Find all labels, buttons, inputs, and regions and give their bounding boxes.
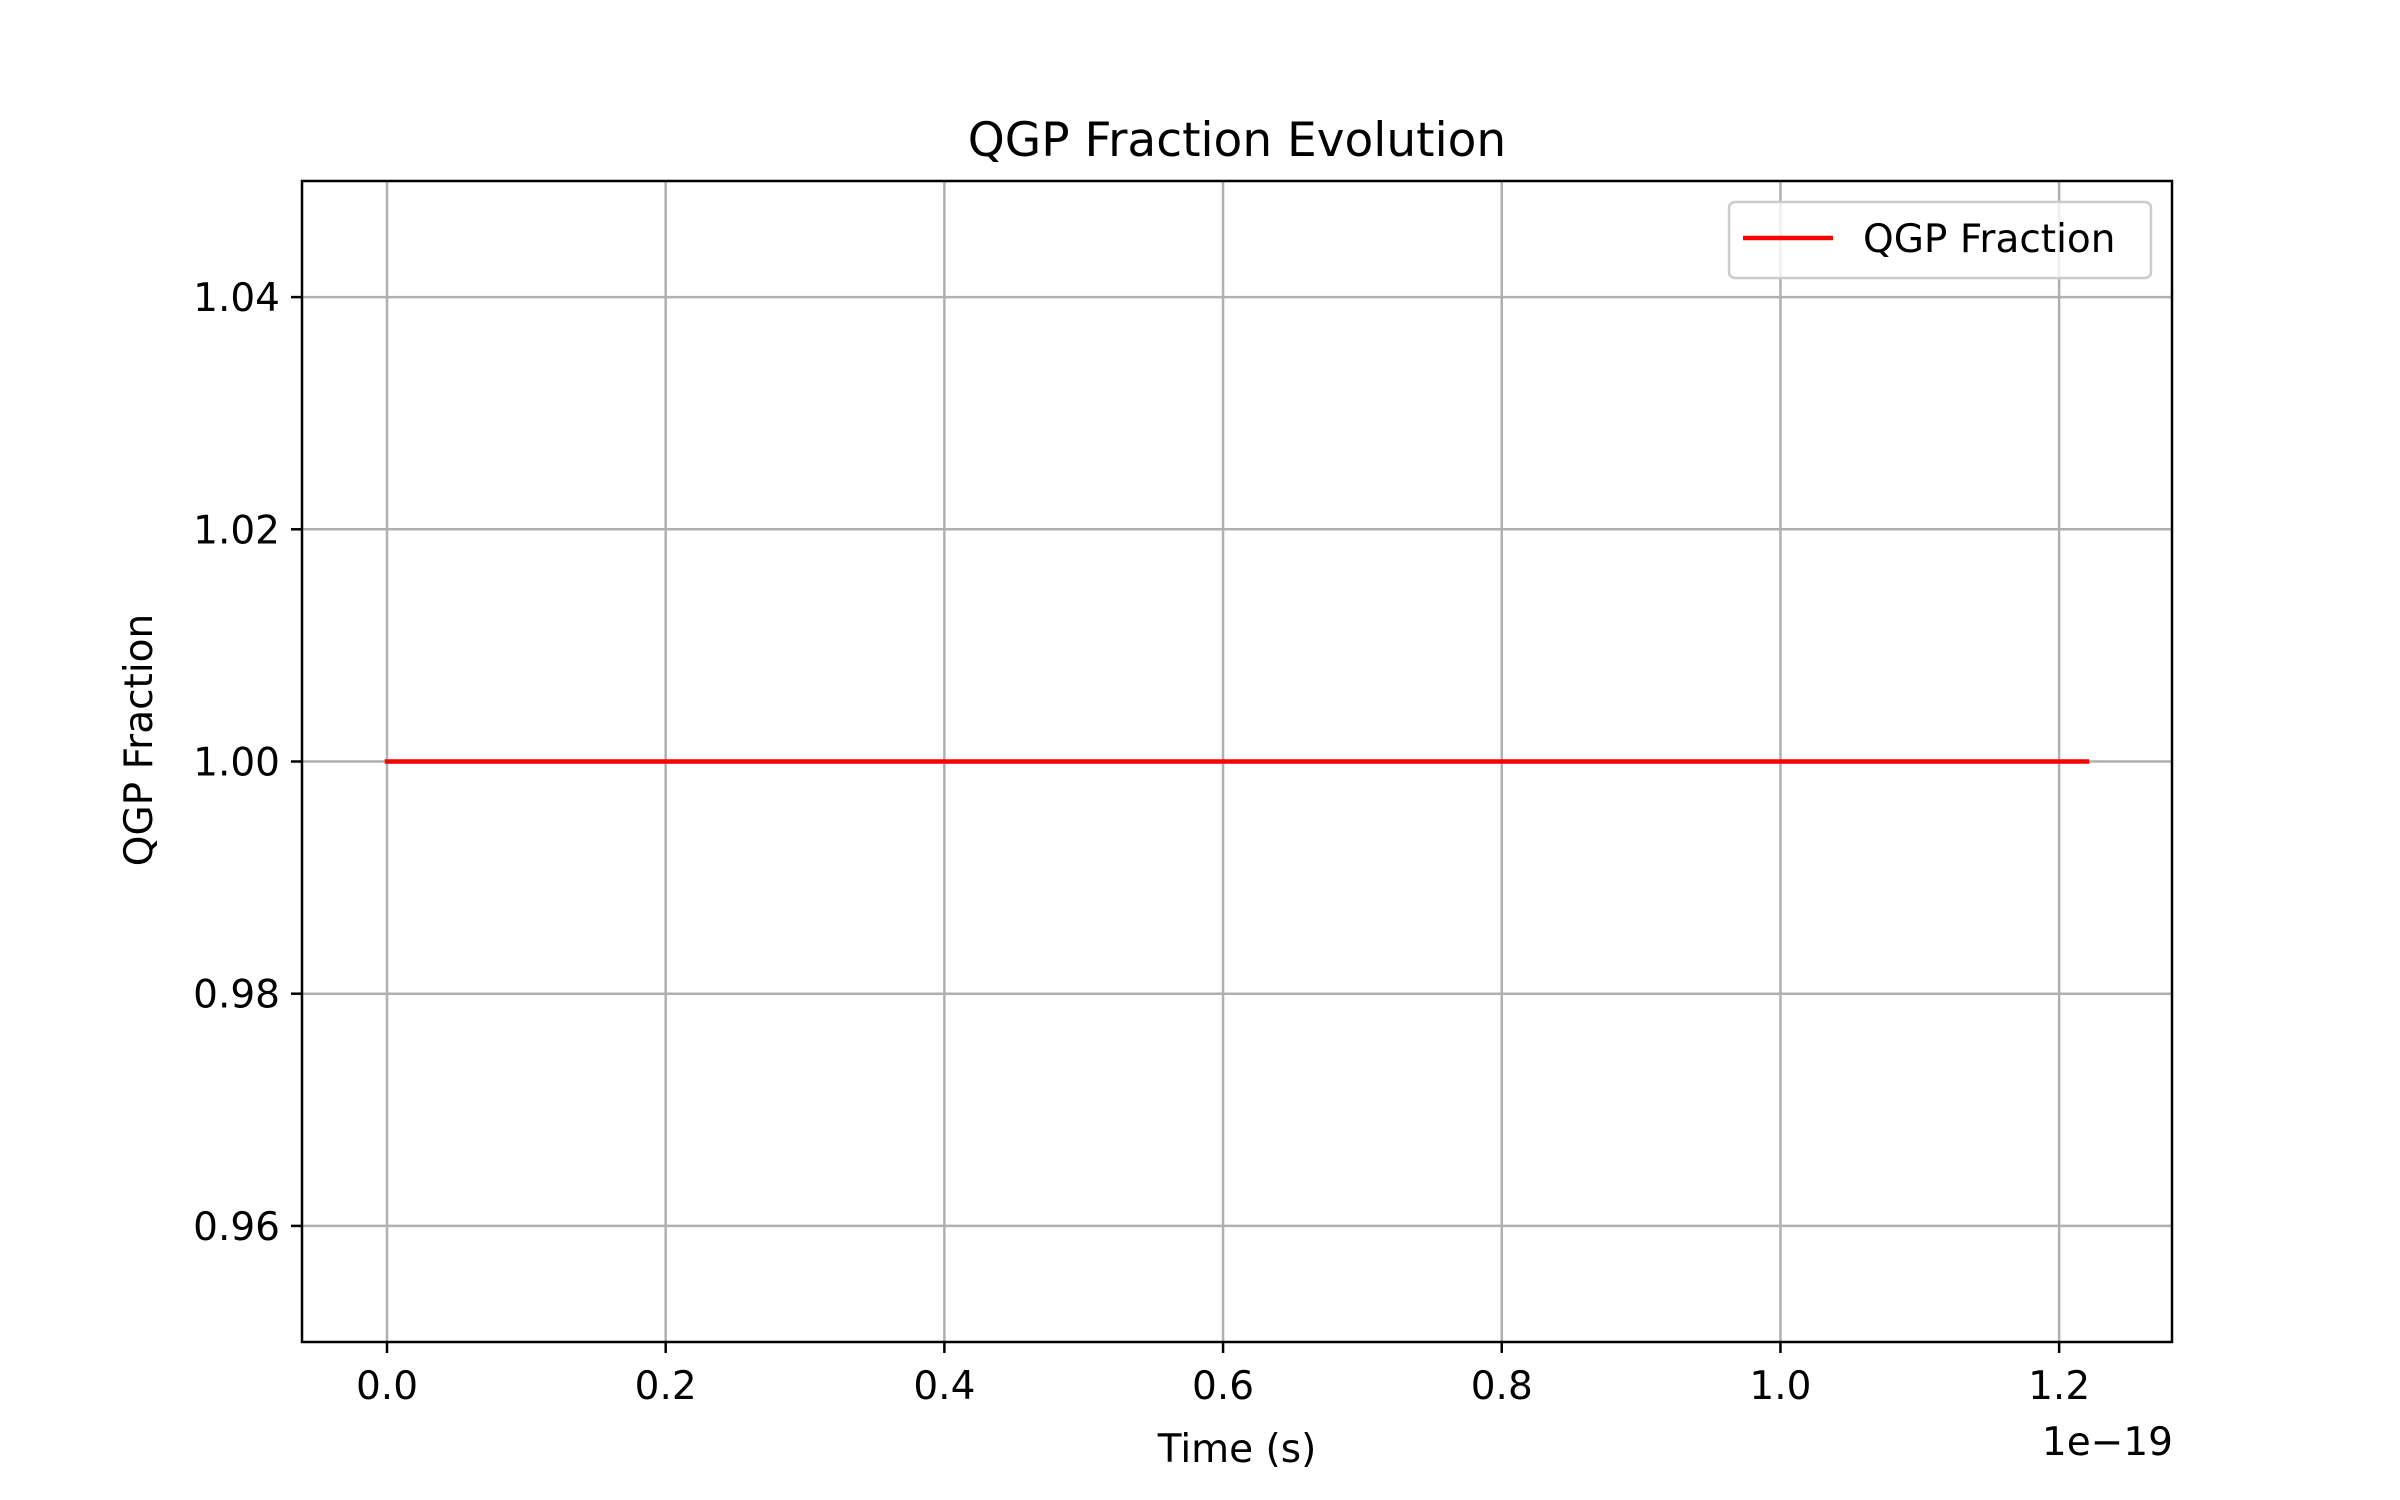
x-tick-label: 0.8 [1471,1364,1533,1409]
x-tick-label: 1.2 [2028,1364,2090,1409]
x-axis-offset-text: 1e−19 [2042,1420,2173,1465]
y-tick-label: 1.00 [193,741,280,786]
chart-title: QGP Fraction Evolution [968,113,1506,168]
y-tick-label: 0.98 [193,973,280,1018]
x-tick-label: 0.6 [1192,1364,1254,1409]
x-tick-label: 0.0 [356,1364,418,1409]
y-tick-label: 1.02 [193,508,280,553]
legend-box [1727,200,2153,280]
y-tick-label: 0.96 [193,1205,280,1250]
y-axis: 0.96 0.98 1.00 1.02 1.04 [193,276,302,1250]
x-axis-label: Time (s) [1157,1427,1317,1472]
legend: QGP Fraction [1727,200,2153,280]
x-axis: 0.0 0.2 0.4 0.6 0.8 1.0 1.2 [356,1342,2090,1409]
x-tick-label: 0.2 [635,1364,697,1409]
y-tick-label: 1.04 [193,276,280,321]
x-tick-label: 1.0 [1749,1364,1811,1409]
y-axis-label: QGP Fraction [117,614,162,867]
x-tick-label: 0.4 [913,1364,975,1409]
legend-entry-qgp-fraction: QGP Fraction [1863,217,2116,262]
